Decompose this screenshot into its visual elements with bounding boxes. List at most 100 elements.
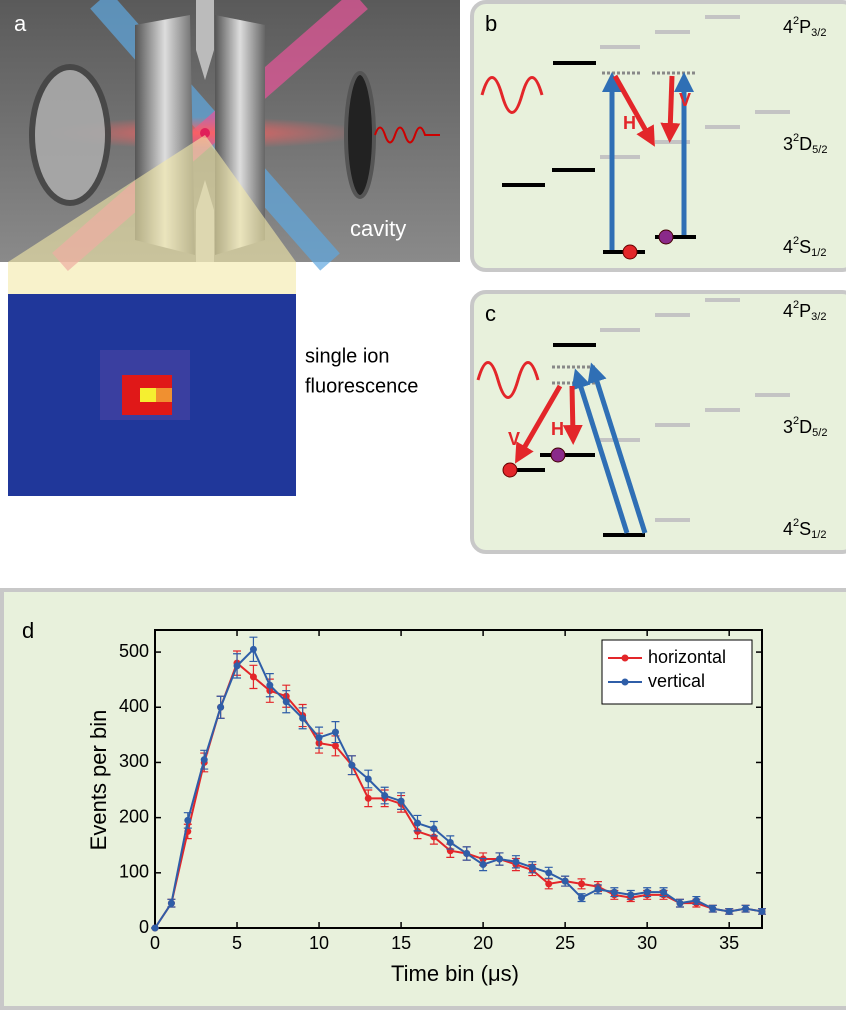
legend-label: vertical (648, 671, 705, 691)
needle-top (196, 0, 214, 80)
data-point (512, 858, 520, 866)
level-label: 32D5/2 (783, 415, 827, 439)
ion-state (658, 229, 674, 245)
y-tick-label: 200 (119, 806, 149, 826)
data-point (331, 728, 339, 736)
legend-label: horizontal (648, 647, 726, 667)
level-label-part: 3/2 (811, 311, 826, 323)
x-tick-label: 20 (473, 933, 493, 953)
image-pixel (140, 388, 156, 402)
data-point (364, 794, 372, 802)
data-point (561, 877, 569, 885)
level-label-part: 3 (783, 417, 793, 437)
grey-levels (600, 298, 790, 522)
data-point (217, 703, 225, 711)
panel-c: c V H (470, 290, 846, 554)
level-label-part: 1/2 (811, 247, 826, 259)
data-point (528, 863, 536, 871)
black-levels (512, 343, 645, 537)
output-photon (374, 126, 440, 144)
data-point (578, 894, 586, 902)
level-label-part: 5/2 (812, 427, 827, 439)
x-tick-label: 0 (150, 933, 160, 953)
ion-state (550, 447, 566, 463)
data-point (627, 891, 635, 899)
level-label-part: 2 (793, 235, 799, 247)
data-point (758, 907, 766, 915)
x-tick-label: 25 (555, 933, 575, 953)
y-tick-label: 400 (119, 696, 149, 716)
panel-box (470, 0, 846, 272)
data-point (545, 869, 553, 877)
plot-area (154, 629, 763, 929)
data-point (348, 761, 356, 769)
level-label-part: 2 (793, 415, 799, 427)
y-tick-label: 0 (139, 917, 149, 937)
data-point (167, 899, 175, 907)
data-point (184, 816, 192, 824)
y-tick-label: 500 (119, 641, 149, 661)
panel-b: b H V (470, 0, 846, 272)
cavity-mirror (344, 71, 376, 199)
emission-arrow (562, 385, 583, 445)
data-point (660, 888, 668, 896)
level-label-part: D (799, 417, 812, 437)
panel-label: d (22, 618, 34, 643)
data-point (742, 905, 750, 913)
level-label-part: 1/2 (811, 529, 826, 541)
x-tick-label: 15 (391, 933, 411, 953)
lens (29, 64, 111, 206)
panel-box (470, 290, 846, 554)
pump-arrow (587, 362, 648, 534)
photon-wave (480, 76, 544, 114)
panel-label: c (485, 301, 496, 326)
level-label-part: 2 (793, 299, 799, 311)
level-label-part: S (799, 237, 811, 257)
data-point (381, 792, 389, 800)
x-tick-label: 30 (637, 933, 657, 953)
photon-wave (476, 361, 540, 399)
panel-label: b (485, 11, 497, 36)
data-point (479, 861, 487, 869)
level-label-part: 3/2 (811, 27, 826, 39)
data-point (331, 742, 339, 750)
data-point (709, 905, 717, 913)
x-tick-label: 5 (232, 933, 242, 953)
level-label-part: 3 (783, 134, 793, 154)
data-point (315, 734, 323, 742)
level-label: 42P3/2 (783, 15, 826, 39)
data-point (200, 756, 208, 764)
panel-a: a cavity single ion fluorescence (0, 0, 460, 496)
data-point (545, 880, 553, 888)
data-point (725, 907, 733, 915)
caption-line: fluorescence (305, 375, 418, 397)
emission-arrow (612, 74, 655, 147)
level-label: 42S1/2 (783, 517, 826, 541)
data-point (463, 850, 471, 857)
data-point (299, 714, 307, 722)
data-point (578, 880, 586, 888)
level-label: 32D5/2 (783, 132, 827, 156)
arrow-label: H (623, 113, 636, 133)
data-point (249, 645, 257, 653)
data-point (496, 855, 504, 863)
level-label: 42P3/2 (783, 299, 826, 323)
data-point (610, 888, 618, 896)
zoom-cone (8, 135, 296, 294)
level-label-part: 2 (793, 517, 799, 529)
emission-arrow (660, 75, 681, 143)
x-tick-label: 10 (309, 933, 329, 953)
ion-state (502, 462, 518, 478)
data-point (233, 662, 241, 670)
level-label-part: 5/2 (812, 144, 827, 156)
data-point (594, 885, 602, 893)
y-axis-label: Events per bin (86, 710, 111, 851)
panel-label: a (14, 11, 27, 36)
level-label-part: 2 (793, 132, 799, 144)
legend-box (601, 639, 753, 705)
arrow-label: V (679, 90, 691, 110)
pump-arrow (571, 368, 630, 534)
level-label-part: D (799, 134, 812, 154)
data-point (430, 825, 438, 833)
y-tick-label: 100 (119, 862, 149, 882)
